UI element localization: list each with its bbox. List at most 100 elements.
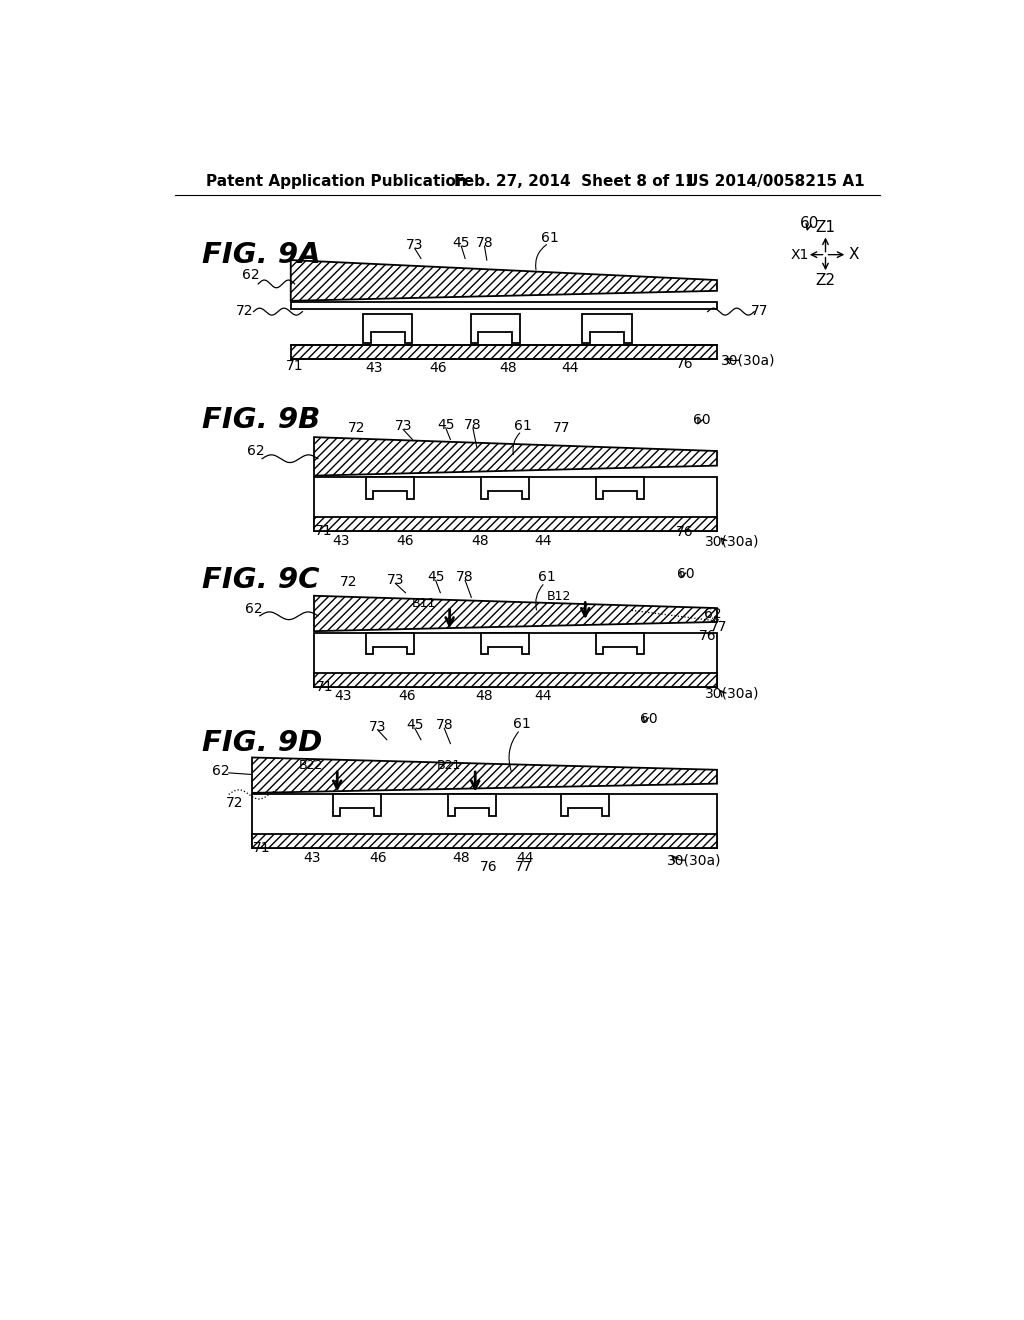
- Text: FIG. 9A: FIG. 9A: [202, 240, 321, 269]
- Text: 45: 45: [406, 718, 424, 733]
- Bar: [291, 345, 717, 359]
- Polygon shape: [481, 478, 529, 499]
- Text: 72: 72: [226, 796, 244, 810]
- Polygon shape: [561, 795, 609, 816]
- Text: 72: 72: [236, 304, 253, 318]
- Text: 73: 73: [387, 573, 404, 587]
- Text: 62: 62: [245, 602, 262, 616]
- Text: Feb. 27, 2014  Sheet 8 of 11: Feb. 27, 2014 Sheet 8 of 11: [454, 174, 695, 189]
- Text: 76: 76: [699, 628, 717, 643]
- Text: 46: 46: [396, 535, 415, 548]
- Text: 43: 43: [366, 360, 383, 375]
- Polygon shape: [291, 260, 717, 301]
- Text: 61: 61: [538, 570, 555, 585]
- Bar: [252, 834, 717, 849]
- Text: FIG. 9D: FIG. 9D: [202, 729, 322, 756]
- Text: 30(30a): 30(30a): [706, 535, 760, 549]
- Bar: [252, 795, 717, 849]
- Polygon shape: [596, 478, 644, 499]
- Bar: [314, 517, 717, 531]
- Text: 76: 76: [676, 525, 693, 539]
- Text: 44: 44: [516, 851, 534, 866]
- Text: 62: 62: [212, 764, 229, 779]
- Text: 61: 61: [514, 420, 532, 433]
- Text: 46: 46: [398, 689, 416, 702]
- Text: 44: 44: [534, 535, 551, 548]
- Text: 77: 77: [553, 421, 570, 434]
- Bar: [314, 673, 717, 686]
- Polygon shape: [333, 795, 381, 816]
- Polygon shape: [583, 314, 632, 343]
- Text: 30(30a): 30(30a): [721, 354, 775, 367]
- Text: 73: 73: [394, 420, 412, 433]
- Polygon shape: [449, 795, 496, 816]
- Bar: [314, 632, 717, 686]
- Text: 78: 78: [476, 236, 494, 249]
- Text: 61: 61: [542, 231, 559, 244]
- Polygon shape: [471, 314, 520, 343]
- Text: 61: 61: [513, 717, 530, 731]
- Text: FIG. 9C: FIG. 9C: [202, 565, 319, 594]
- Text: X: X: [848, 247, 859, 263]
- Text: 43: 43: [304, 851, 322, 866]
- Polygon shape: [481, 632, 529, 655]
- Polygon shape: [252, 758, 717, 793]
- Text: 48: 48: [472, 535, 489, 548]
- Text: 30(30a): 30(30a): [706, 686, 760, 701]
- Text: 71: 71: [253, 841, 271, 855]
- Text: B21: B21: [437, 759, 461, 772]
- Text: 48: 48: [499, 360, 516, 375]
- Text: 77: 77: [710, 619, 727, 634]
- Text: 73: 73: [369, 719, 386, 734]
- Polygon shape: [362, 314, 413, 343]
- Text: 78: 78: [457, 570, 474, 585]
- Text: 76: 76: [676, 356, 693, 371]
- Text: 44: 44: [561, 360, 579, 375]
- Bar: [314, 478, 717, 531]
- Text: X1: X1: [791, 248, 809, 261]
- Text: 60: 60: [692, 413, 711, 428]
- Text: 45: 45: [427, 570, 444, 585]
- Text: 43: 43: [333, 535, 350, 548]
- Polygon shape: [366, 632, 414, 655]
- Text: 46: 46: [370, 851, 387, 866]
- Text: 60: 60: [677, 568, 695, 581]
- Text: 73: 73: [406, 239, 424, 252]
- Text: 77: 77: [514, 859, 532, 874]
- Text: Z1: Z1: [815, 220, 836, 235]
- Polygon shape: [314, 437, 717, 475]
- Text: 45: 45: [437, 418, 455, 432]
- Text: 77: 77: [751, 304, 768, 318]
- Text: US 2014/0058215 A1: US 2014/0058215 A1: [686, 174, 864, 189]
- Text: 48: 48: [453, 851, 470, 866]
- Text: 60: 60: [801, 216, 819, 231]
- Text: B11: B11: [412, 597, 435, 610]
- Text: 76: 76: [479, 859, 498, 874]
- Bar: [291, 302, 717, 309]
- Text: 43: 43: [335, 689, 352, 702]
- Text: 48: 48: [476, 689, 494, 702]
- Text: 44: 44: [534, 689, 551, 702]
- Text: 78: 78: [435, 718, 453, 733]
- Text: 71: 71: [286, 359, 303, 374]
- Polygon shape: [314, 595, 717, 631]
- Polygon shape: [366, 478, 414, 499]
- Text: 72: 72: [340, 576, 357, 589]
- Text: 72: 72: [348, 421, 366, 434]
- Text: 30(30a): 30(30a): [667, 854, 721, 867]
- Text: Patent Application Publication: Patent Application Publication: [206, 174, 466, 189]
- Text: 60: 60: [640, 711, 657, 726]
- Text: 62: 62: [247, 444, 264, 458]
- Text: 71: 71: [316, 680, 334, 693]
- Polygon shape: [596, 632, 644, 655]
- Text: 45: 45: [453, 236, 470, 249]
- Text: B12: B12: [547, 590, 571, 603]
- Text: 62: 62: [242, 268, 259, 282]
- Text: 46: 46: [429, 360, 446, 375]
- Text: 71: 71: [314, 524, 332, 539]
- Text: FIG. 9B: FIG. 9B: [202, 407, 319, 434]
- Text: 62: 62: [705, 607, 722, 622]
- Text: Z2: Z2: [815, 272, 836, 288]
- Text: 78: 78: [464, 418, 481, 432]
- Text: B22: B22: [299, 759, 324, 772]
